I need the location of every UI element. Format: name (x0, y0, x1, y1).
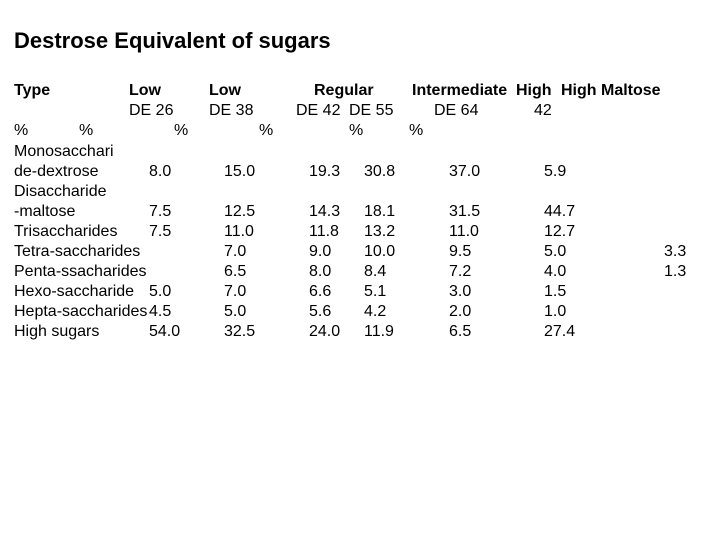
cell: 8.0 (149, 162, 171, 182)
de-38: DE 38 (209, 102, 253, 120)
cell: 13.2 (364, 222, 395, 242)
row-label: -maltose (14, 202, 75, 222)
cell: 27.4 (544, 322, 575, 342)
row-label: Monosacchari (14, 142, 114, 162)
cell: 54.0 (149, 322, 180, 342)
cell: 5.9 (544, 162, 566, 182)
row-label: Hepta-saccharides (14, 302, 147, 322)
cell: 32.5 (224, 322, 255, 342)
pct-2: % (174, 122, 188, 140)
pct-4: % (349, 122, 363, 140)
cell: 19.3 (309, 162, 340, 182)
row-label: Penta-ssacharides (14, 262, 147, 282)
page: Destrose Equivalent of sugars Type Low L… (0, 0, 720, 342)
de-64: DE 64 (434, 102, 478, 120)
cell: 6.5 (224, 262, 246, 282)
de-42: DE 42 (296, 102, 340, 120)
data-rows: Monosaccharide-dextrose 8.0 15.0 19.3 30.8 37… (14, 142, 710, 342)
page-title: Destrose Equivalent of sugars (14, 28, 710, 54)
cell: 1.5 (544, 282, 566, 302)
header-row-1: Type Low Low Regular Intermediate High H… (14, 82, 710, 102)
cell: 44.7 (544, 202, 575, 222)
cell: 11.0 (224, 222, 254, 242)
cell: 11.0 (449, 222, 479, 242)
col-low-1: Low (129, 82, 161, 100)
table-row: Tetra-saccharides 7.0 9.0 10.0 9.5 5.0 3.3 (14, 242, 710, 262)
cell: 2.0 (449, 302, 471, 322)
cell: 5.0 (544, 242, 566, 262)
pct-3: % (259, 122, 273, 140)
cell: 3.0 (449, 282, 471, 302)
col-high: High (516, 82, 552, 100)
cell: 8.0 (309, 262, 331, 282)
table-row: Hepta-saccharides4.5 5.0 5.6 4.2 2.0 1.0 (14, 302, 710, 322)
pct-0: % (14, 122, 28, 140)
cell: 8.4 (364, 262, 386, 282)
table-row: Monosacchari (14, 142, 710, 162)
cell: 7.0 (224, 282, 246, 302)
cell: 5.0 (149, 282, 171, 302)
cell: 6.6 (309, 282, 331, 302)
cell: 11.9 (364, 322, 394, 342)
row-label: Hexo-saccharide (14, 282, 134, 302)
col-regular: Regular (314, 82, 374, 100)
cell: 5.0 (224, 302, 246, 322)
row-label: Tetra-saccharides (14, 242, 140, 262)
cell: 7.0 (224, 242, 246, 262)
cell: 12.5 (224, 202, 255, 222)
col-type: Type (14, 82, 50, 100)
table-row: High sugars 54.0 32.5 24.0 11.9 6.5 27.4 (14, 322, 710, 342)
col-high-maltose: High Maltose (561, 82, 661, 100)
percent-row: % % % % % % (14, 122, 710, 142)
cell: 1.3 (664, 262, 686, 282)
cell: 31.5 (449, 202, 480, 222)
de-42b: 42 (534, 102, 552, 120)
cell: 5.1 (364, 282, 386, 302)
cell: 11.8 (309, 222, 339, 242)
row-label: High sugars (14, 322, 99, 342)
cell: 4.5 (149, 302, 171, 322)
de-26: DE 26 (129, 102, 173, 120)
cell: 12.7 (544, 222, 575, 242)
de-55: DE 55 (349, 102, 393, 120)
table-row: Disaccharide (14, 182, 710, 202)
cell: 24.0 (309, 322, 340, 342)
cell: 15.0 (224, 162, 255, 182)
table-row: Hexo-saccharide 5.0 7.0 6.6 5.1 3.0 1.5 (14, 282, 710, 302)
pct-1: % (79, 122, 93, 140)
cell: 3.3 (664, 242, 686, 262)
cell: 4.0 (544, 262, 566, 282)
col-low-2: Low (209, 82, 241, 100)
cell: 7.2 (449, 262, 471, 282)
cell: 10.0 (364, 242, 395, 262)
table-row: Trisaccharides 7.5 11.0 11.8 13.2 11.0 12.7 (14, 222, 710, 242)
cell: 9.5 (449, 242, 471, 262)
cell: 6.5 (449, 322, 471, 342)
cell: 4.2 (364, 302, 386, 322)
cell: 1.0 (544, 302, 566, 322)
row-label: Trisaccharides (14, 222, 117, 242)
cell: 5.6 (309, 302, 331, 322)
cell: 9.0 (309, 242, 331, 262)
cell: 18.1 (364, 202, 395, 222)
row-label: de-dextrose (14, 162, 99, 182)
table-row: de-dextrose 8.0 15.0 19.3 30.8 37.0 5.9 (14, 162, 710, 182)
table-row: -maltose 7.5 12.5 14.3 18.1 31.5 44.7 (14, 202, 710, 222)
cell: 7.5 (149, 222, 171, 242)
col-intermediate: Intermediate (412, 82, 507, 100)
cell: 14.3 (309, 202, 340, 222)
cell: 37.0 (449, 162, 480, 182)
row-label: Disaccharide (14, 182, 106, 202)
pct-5: % (409, 122, 423, 140)
table-row: Penta-ssacharides 6.5 8.0 8.4 7.2 4.0 1.3 (14, 262, 710, 282)
header-row-2: DE 26 DE 38 DE 42 DE 55 DE 64 42 (14, 102, 710, 122)
cell: 7.5 (149, 202, 171, 222)
cell: 30.8 (364, 162, 395, 182)
